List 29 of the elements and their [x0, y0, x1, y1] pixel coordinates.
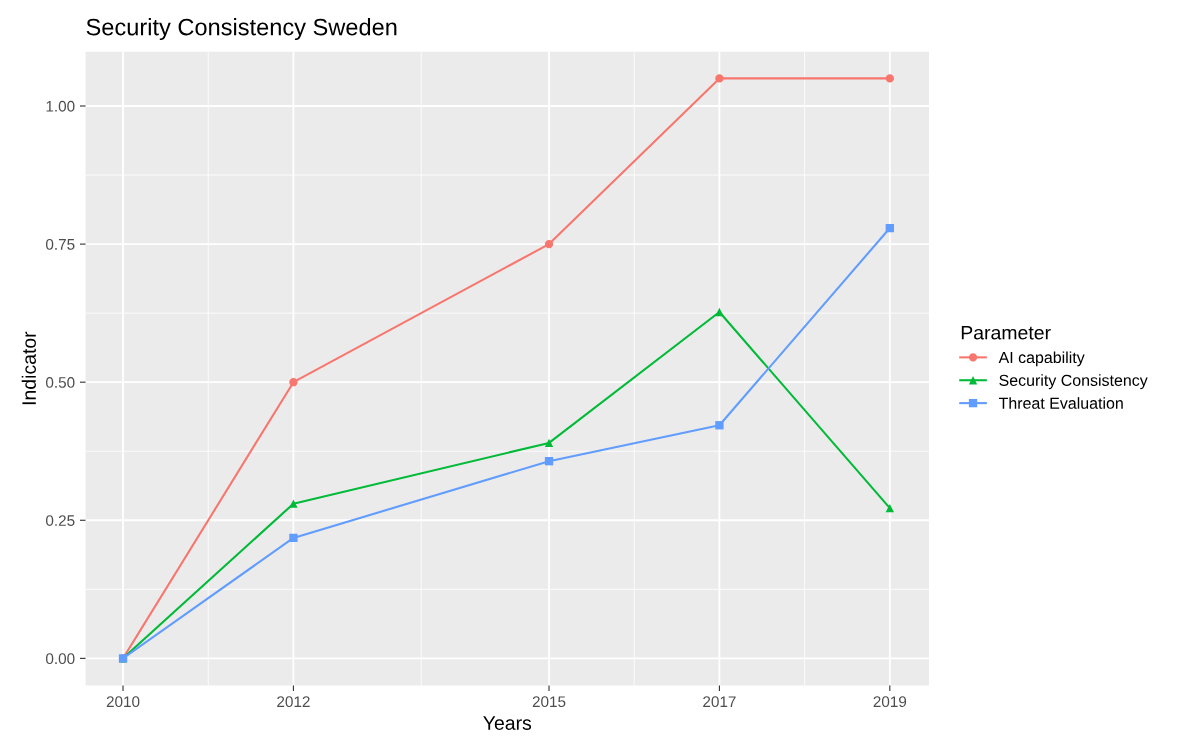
point: [715, 307, 724, 317]
point: [289, 378, 298, 387]
x-axis-title: Years: [483, 716, 532, 730]
y-tick-label: 1.00: [46, 100, 75, 112]
x-tick-label: 2010: [106, 696, 140, 708]
point: [715, 74, 724, 83]
y-tick-label: 0.00: [45, 653, 75, 665]
point: [885, 74, 894, 83]
x-tick-label: 2012: [277, 696, 310, 708]
point: [885, 223, 894, 233]
point: [544, 457, 554, 466]
point: [885, 503, 894, 513]
y-tick-label: 0.75: [45, 238, 75, 250]
chart-title: Security Consistency Sweden: [86, 18, 397, 41]
legend-label: Threat Evaluation: [998, 397, 1123, 409]
point: [544, 438, 554, 448]
legend-label: Security Consistency: [999, 374, 1148, 390]
point: [544, 239, 554, 249]
point: [289, 533, 298, 543]
legend-label: AI capability: [998, 351, 1085, 367]
point: [289, 499, 298, 508]
point: [715, 421, 724, 430]
y-axis-title: Indicator: [21, 331, 36, 405]
x-tick-label: 2015: [532, 696, 566, 708]
legend-title: Parameter: [961, 325, 1051, 340]
x-tick-label: 2017: [703, 696, 736, 708]
x-tick-label: 2019: [873, 696, 907, 708]
y-tick-label: 0.25: [45, 515, 75, 526]
y-tick-label: 0.50: [45, 377, 75, 388]
